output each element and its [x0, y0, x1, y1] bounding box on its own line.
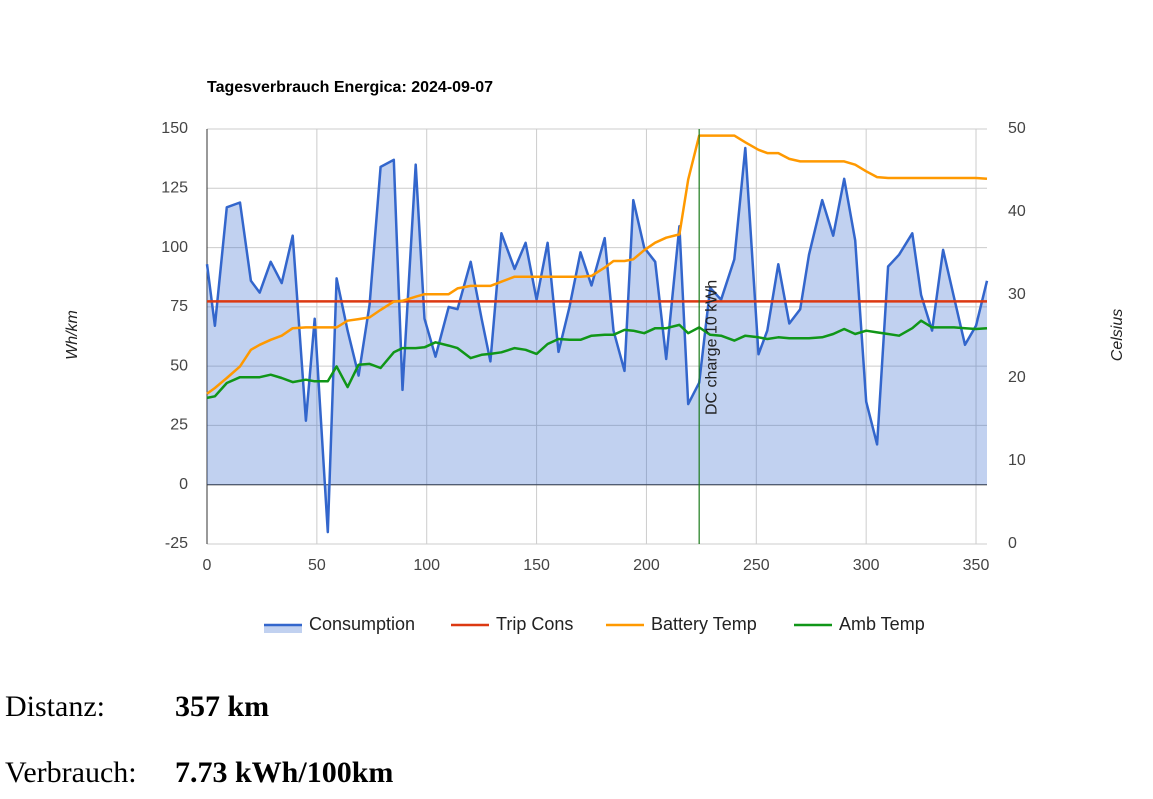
x-tick-label: 0 [203, 557, 212, 574]
series-line [205, 146, 989, 534]
y2-tick-label: 40 [1008, 203, 1026, 220]
x-tick-label: 350 [963, 557, 990, 574]
legend-label: Consumption [309, 614, 415, 634]
summary-value: 357 km [175, 690, 270, 723]
y-tick-label: 125 [161, 180, 188, 197]
series-line [206, 134, 988, 395]
y2-tick-label: 30 [1008, 286, 1026, 303]
x-tick-label: 150 [523, 557, 550, 574]
legend-label: Trip Cons [496, 614, 573, 634]
y2-tick-label: 0 [1008, 535, 1017, 552]
y-tick-label: 25 [170, 417, 188, 434]
x-tick-label: 100 [413, 557, 440, 574]
y2-axis-title: Celsius [1109, 309, 1126, 361]
legend-label: Battery Temp [651, 614, 757, 634]
y2-tick-label: 20 [1008, 369, 1026, 386]
y2-tick-label: 10 [1008, 452, 1026, 469]
y-tick-label: 100 [161, 239, 188, 256]
y-axis-title: Wh/km [64, 310, 81, 360]
x-tick-label: 300 [853, 557, 880, 574]
legend-label: Amb Temp [839, 614, 925, 634]
y-tick-label: 75 [170, 298, 188, 315]
summary-label: Verbrauch: [5, 756, 137, 789]
y-tick-label: -25 [165, 535, 188, 552]
x-tick-label: 50 [308, 557, 326, 574]
legend-swatch-area [264, 625, 302, 633]
chart-title: Tagesverbrauch Energica: 2024-09-07 [207, 79, 493, 96]
summary-label: Distanz: [5, 690, 105, 723]
summary-value: 7.73 kWh/100km [175, 756, 394, 789]
area [207, 148, 987, 533]
annotation-text: DC charge 10 kWh [703, 280, 720, 415]
chart: Tagesverbrauch Energica: 2024-09-07 Wh/k… [64, 79, 1126, 634]
x-tick-label: 250 [743, 557, 770, 574]
x-tick-label: 200 [633, 557, 660, 574]
series-line [206, 319, 988, 400]
y2-tick-label: 50 [1008, 120, 1026, 137]
y-tick-label: 150 [161, 120, 188, 137]
y-tick-label: 0 [179, 476, 188, 493]
y-tick-label: 50 [170, 357, 188, 374]
